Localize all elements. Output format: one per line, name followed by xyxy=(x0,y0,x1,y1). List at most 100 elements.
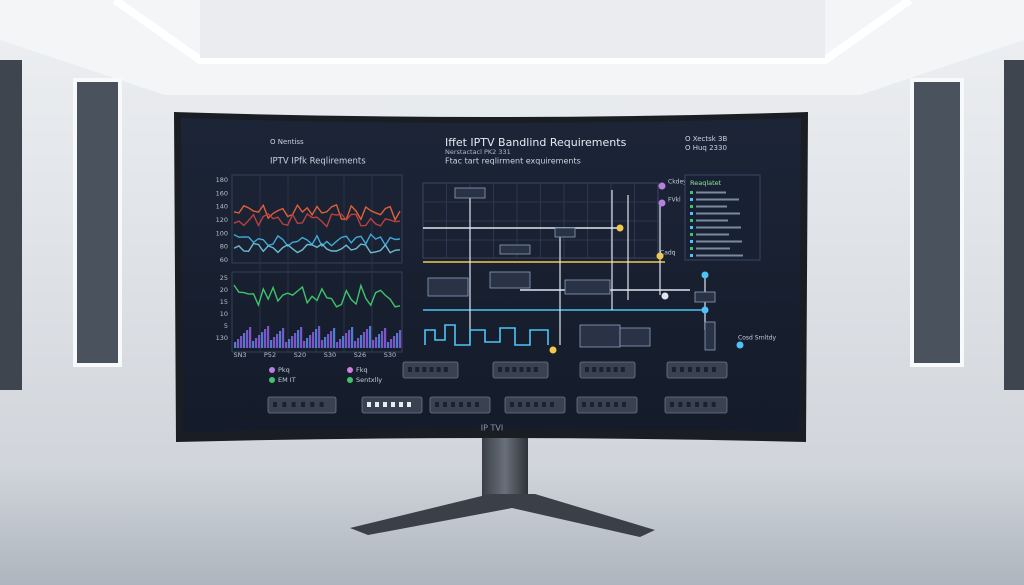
x-tick-label: S30 xyxy=(384,351,396,359)
y-tick-label: 180 xyxy=(216,176,228,184)
load-bar xyxy=(282,328,285,348)
y-tick-label: 100 xyxy=(216,229,228,237)
switch-port xyxy=(526,367,531,372)
device xyxy=(554,227,576,238)
dashboard-title: Iffet IPTV Bandlind Requirements xyxy=(445,136,627,149)
traffic-line xyxy=(233,203,401,222)
load-bar xyxy=(291,336,294,348)
device xyxy=(489,271,531,289)
x-tick-label: S20 xyxy=(294,351,306,359)
load-bar xyxy=(264,329,267,348)
y-tick-label: 130 xyxy=(216,334,228,342)
legend-dot xyxy=(347,367,353,373)
switch-port xyxy=(319,402,324,407)
switch-port xyxy=(688,367,692,372)
load-bar xyxy=(396,333,399,348)
load-bar xyxy=(384,328,387,348)
panel-swatch xyxy=(690,212,693,215)
switch-port xyxy=(712,367,716,372)
load-bar xyxy=(255,338,258,348)
node xyxy=(656,252,664,260)
load-bar xyxy=(306,338,309,348)
ceiling-light xyxy=(112,0,913,64)
switch-port xyxy=(505,367,510,372)
switch-port xyxy=(291,402,296,407)
switch-port xyxy=(678,402,683,407)
x-tick-label: S30 xyxy=(324,351,336,359)
window-left xyxy=(0,60,22,390)
load-bar xyxy=(366,329,369,348)
panel-swatch xyxy=(690,191,693,194)
load-bar xyxy=(279,331,282,348)
load-bar xyxy=(375,337,378,348)
device xyxy=(454,187,486,199)
load-bar xyxy=(294,333,297,348)
load-bar xyxy=(261,332,264,348)
load-bar xyxy=(348,330,351,348)
switch-port xyxy=(467,402,471,407)
switch-port xyxy=(622,402,626,407)
lower-chart-frame xyxy=(231,271,403,353)
y-tick-label: 10 xyxy=(220,310,228,318)
load-bar xyxy=(288,339,291,348)
switch-port xyxy=(436,367,441,372)
load-bar xyxy=(300,327,303,348)
y-tick-label: 80 xyxy=(220,243,228,251)
version: Nerstactacl PK2 331 xyxy=(445,148,511,156)
status-top: O Xectsk 3B xyxy=(685,135,727,143)
switch-port xyxy=(592,367,597,372)
switch-port xyxy=(620,367,625,372)
panel-line xyxy=(696,198,739,201)
switch-port xyxy=(582,402,586,407)
switch-port xyxy=(704,367,708,372)
switch-port xyxy=(510,402,514,407)
legend-dot xyxy=(269,367,275,373)
y-tick-label: 20 xyxy=(220,286,228,294)
switch-port xyxy=(526,402,530,407)
load-bar xyxy=(303,341,306,348)
load-bar xyxy=(309,335,312,348)
panel-swatch xyxy=(690,226,693,229)
brand-label: IP TVI xyxy=(481,424,503,433)
switch-port xyxy=(533,367,538,372)
switch-port xyxy=(585,367,589,372)
traffic-line xyxy=(233,242,401,254)
node xyxy=(661,292,669,300)
y-tick-label: 15 xyxy=(220,298,228,306)
ceiling-recess xyxy=(200,0,825,58)
node xyxy=(701,306,709,314)
legend-label: Pkq xyxy=(278,366,290,374)
y-tick-label: 160 xyxy=(216,189,228,197)
load-bar xyxy=(276,334,279,348)
load-bar xyxy=(393,336,396,348)
switch-port xyxy=(542,402,546,407)
switch-port xyxy=(399,402,403,407)
panel-line xyxy=(696,219,728,222)
stand-base xyxy=(350,494,655,537)
panel-left xyxy=(73,78,122,367)
y-tick-label: 5 xyxy=(224,322,228,330)
panel-swatch xyxy=(690,233,693,236)
load-bar xyxy=(324,337,327,348)
load-bar xyxy=(270,340,273,348)
load-bar xyxy=(378,334,381,348)
load-bar xyxy=(372,340,375,348)
load-bar xyxy=(369,326,372,348)
panel-swatch xyxy=(690,219,693,222)
desk xyxy=(0,470,1024,585)
load-bar xyxy=(234,342,237,348)
switch-port xyxy=(429,367,434,372)
load-bar xyxy=(318,326,321,348)
load-bar xyxy=(363,332,366,348)
panel-title: Reaqlatet xyxy=(690,179,722,187)
panel-right xyxy=(910,78,964,367)
load-bar xyxy=(258,335,261,348)
device xyxy=(564,279,611,295)
traffic-line xyxy=(233,212,401,228)
dashboard: O Nentiss IPTV IPfk Reqlirements Iffet IPT… xyxy=(216,135,777,433)
panel-line xyxy=(696,226,741,229)
info-panel xyxy=(684,174,761,261)
load-bar xyxy=(387,342,390,348)
node xyxy=(549,346,557,354)
switch-port xyxy=(686,402,691,407)
